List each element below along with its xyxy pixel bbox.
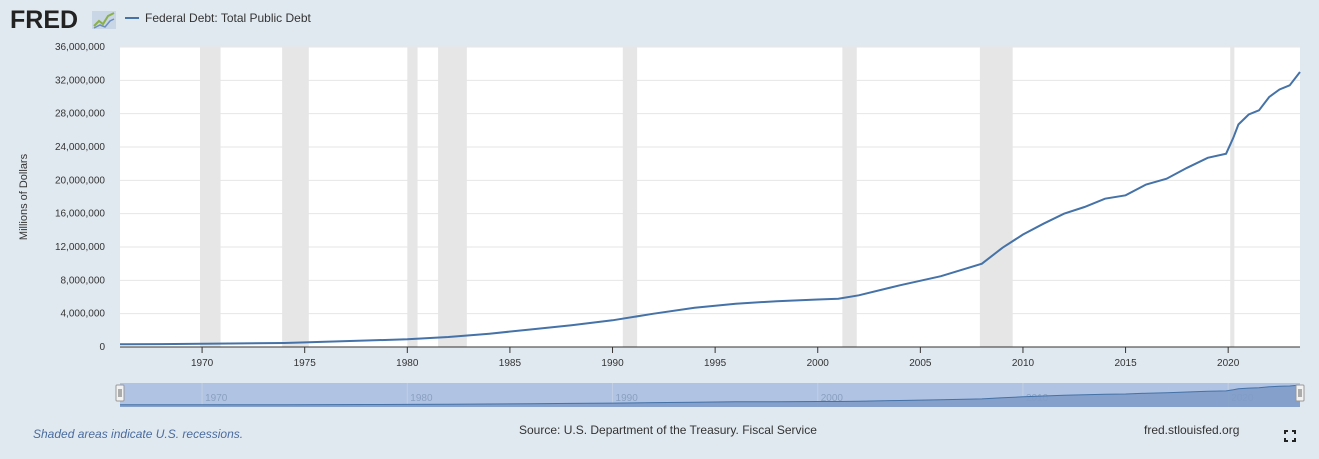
y-tick-label-8: 32,000,000: [55, 75, 105, 86]
recession-band-6: [979, 47, 1013, 347]
y-tick-label-0: 0: [99, 342, 105, 353]
x-tick-label-2: 1980: [396, 358, 419, 369]
navigator-handle-left[interactable]: [115, 384, 125, 402]
recession-band-2: [407, 47, 418, 347]
fullscreen-icon[interactable]: [1284, 430, 1296, 442]
x-axis-ticks: 1970 1975 1980 1985 1990 1995 2000 2005 2010 2015…: [191, 347, 1240, 369]
x-tick-label-4: 1990: [601, 358, 624, 369]
recession-band-7: [1230, 47, 1235, 347]
x-tick-label-10: 2020: [1217, 358, 1240, 369]
series-line-total-public-debt: [119, 71, 1301, 346]
y-axis-label: Millions of Dollars: [18, 153, 30, 240]
navigator[interactable]: 197019801990200020102020: [115, 383, 1305, 407]
chart: 0 4,000,000 8,000,000 12,000,000 16,000,000 2…: [18, 42, 1305, 407]
plot-background: [120, 47, 1300, 347]
recession-band-0: [200, 47, 221, 347]
y-tick-label-1: 4,000,000: [61, 309, 106, 320]
recession-bands: [200, 47, 1235, 347]
fred-logo: FRED: [10, 6, 116, 34]
y-tick-label-6: 24,000,000: [55, 142, 105, 153]
fred-url[interactable]: fred.stlouisfed.org: [1144, 423, 1240, 437]
recession-note: Shaded areas indicate U.S. recessions.: [33, 427, 244, 441]
fred-logo-text: FRED: [10, 6, 78, 34]
navigator-tick-label-0: 1970: [205, 393, 228, 404]
navigator-tick-label-3: 2000: [821, 393, 844, 404]
y-tick-label-3: 12,000,000: [55, 242, 105, 253]
x-tick-label-3: 1985: [499, 358, 522, 369]
x-tick-label-8: 2010: [1012, 358, 1035, 369]
grid-lines: [120, 46, 1300, 315]
x-tick-label-5: 1995: [704, 358, 727, 369]
y-tick-label-4: 16,000,000: [55, 209, 105, 220]
legend-line-swatch: [125, 17, 139, 19]
navigator-series-area: [120, 385, 1300, 407]
legend-label: Federal Debt: Total Public Debt: [145, 11, 311, 25]
navigator-series-line: [120, 384, 1301, 406]
recession-band-5: [842, 47, 857, 347]
source-text: Source: U.S. Department of the Treasury.…: [519, 423, 817, 437]
y-tick-label-7: 28,000,000: [55, 109, 105, 120]
y-axis-ticks: 0 4,000,000 8,000,000 12,000,000 16,000,000 2…: [55, 42, 106, 353]
recession-band-3: [438, 47, 467, 347]
navigator-tick-label-2: 1990: [616, 393, 639, 404]
fred-logo-chart-icon: [92, 11, 116, 29]
x-tick-label-7: 2005: [909, 358, 932, 369]
chart-legend: Federal Debt: Total Public Debt: [125, 11, 311, 25]
navigator-handle-right[interactable]: [1295, 384, 1305, 402]
y-tick-label-5: 20,000,000: [55, 175, 105, 186]
x-tick-label-0: 1970: [191, 358, 214, 369]
navigator-tick-label-1: 1980: [410, 393, 433, 404]
recession-band-1: [282, 47, 309, 347]
x-tick-label-6: 2000: [807, 358, 830, 369]
y-tick-label-2: 8,000,000: [61, 275, 106, 286]
y-tick-label-9: 36,000,000: [55, 42, 105, 53]
recession-band-4: [622, 47, 638, 347]
x-tick-label-1: 1975: [294, 358, 317, 369]
x-tick-label-9: 2015: [1114, 358, 1137, 369]
